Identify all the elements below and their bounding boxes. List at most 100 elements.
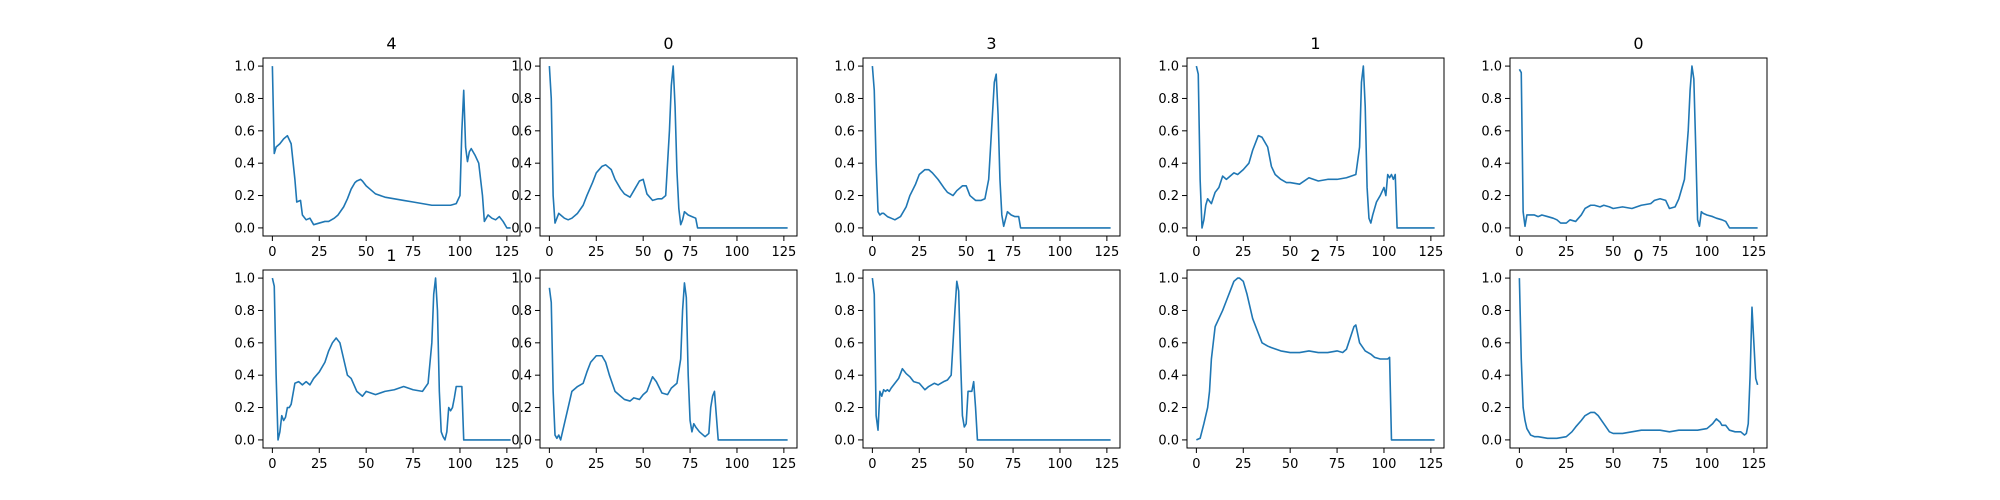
y-tick-label: 0.2: [1481, 189, 1502, 204]
y-tick-label: 0.6: [834, 336, 855, 351]
y-tick-label: 0.4: [1158, 157, 1179, 172]
y-tick-label: 0.6: [511, 124, 532, 139]
series-line: [1518, 278, 1759, 440]
y-tick-label: 0.6: [234, 124, 255, 139]
x-tick-label: 0: [1515, 245, 1523, 260]
x-tick-label: 100: [725, 245, 750, 260]
y-tick-label: 0.4: [234, 369, 255, 384]
x-tick-label: 100: [1048, 457, 1073, 472]
y-tick-label: 0.0: [1158, 221, 1179, 236]
x-tick-label: 50: [1605, 245, 1622, 260]
x-tick-label: 125: [771, 457, 796, 472]
x-tick-label: 75: [1005, 245, 1022, 260]
y-tick-label: 0.4: [234, 157, 255, 172]
x-tick-label: 0: [268, 245, 276, 260]
axes-frame: [1509, 57, 1768, 237]
y-tick-label: 0.8: [1481, 304, 1502, 319]
y-tick-label: 0.0: [511, 433, 532, 448]
subplot-6: 1 0.0 0.2 0.4 0.6 0.8 1.0 0 25 50 75 100 125: [234, 246, 521, 472]
y-tick-label: 0.0: [234, 221, 255, 236]
y-tick-label: 0.6: [834, 124, 855, 139]
y-tick-label: 0.8: [511, 92, 532, 107]
y-tick-label: 0.0: [834, 433, 855, 448]
x-tick-label: 25: [311, 245, 328, 260]
x-tick-label: 25: [1235, 457, 1252, 472]
x-tick-label: 50: [635, 245, 652, 260]
y-tick-label: 0.6: [1481, 124, 1502, 139]
x-tick-label: 100: [725, 457, 750, 472]
subplot-title: 0: [663, 246, 673, 265]
x-tick-label: 75: [682, 245, 699, 260]
x-tick-label: 25: [588, 457, 605, 472]
x-tick-label: 100: [448, 245, 473, 260]
y-tick-label: 1.0: [1158, 272, 1179, 287]
x-tick-label: 0: [545, 457, 553, 472]
axes-frame: [1186, 57, 1445, 237]
axes-frame: [262, 269, 521, 449]
x-tick-label: 0: [268, 457, 276, 472]
x-tick-label: 125: [494, 457, 519, 472]
subplot-title: 0: [1633, 246, 1643, 265]
subplot-9: 2 0.0 0.2 0.4 0.6 0.8 1.0 0 25 50 75 100 125: [1158, 246, 1445, 472]
x-tick-label: 0: [545, 245, 553, 260]
y-tick-label: 0.4: [1481, 369, 1502, 384]
x-tick-label: 50: [958, 457, 975, 472]
x-tick-label: 0: [1515, 457, 1523, 472]
y-tick-label: 1.0: [834, 272, 855, 287]
x-tick-label: 25: [588, 245, 605, 260]
x-tick-label: 125: [1741, 245, 1766, 260]
y-tick-label: 0.4: [834, 157, 855, 172]
subplot-title: 2: [1310, 246, 1320, 265]
x-tick-label: 125: [1094, 457, 1119, 472]
x-tick-label: 50: [1282, 457, 1299, 472]
y-tick-label: 0.6: [1481, 336, 1502, 351]
x-tick-label: 75: [1329, 245, 1346, 260]
series-line: [548, 282, 788, 441]
y-tick-label: 0.8: [1481, 92, 1502, 107]
x-tick-label: 125: [1741, 457, 1766, 472]
y-tick-label: 0.6: [511, 336, 532, 351]
subplot-4: 1 0.0 0.2 0.4 0.6 0.8 1.0 0 25 50 75 100 125: [1158, 34, 1445, 260]
x-tick-label: 25: [1235, 245, 1252, 260]
series-line: [271, 277, 511, 441]
x-tick-label: 25: [311, 457, 328, 472]
y-tick-label: 0.2: [1158, 401, 1179, 416]
subplot-2: 0 0.0 0.2 0.4 0.6 0.8 1.0 0 25 50 75 100 125: [511, 34, 798, 260]
x-tick-label: 25: [911, 245, 928, 260]
y-tick-label: 0.4: [1158, 369, 1179, 384]
y-tick-label: 1.0: [234, 272, 255, 287]
y-tick-label: 0.6: [1158, 336, 1179, 351]
subplot-10: 0 0.0 0.2 0.4 0.6 0.8 1.0 0 25 50 75 100 125: [1481, 246, 1768, 472]
y-tick-label: 0.8: [511, 304, 532, 319]
x-tick-label: 75: [1005, 457, 1022, 472]
y-tick-label: 0.2: [834, 401, 855, 416]
x-tick-label: 125: [494, 245, 519, 260]
axes-frame: [539, 269, 798, 449]
y-tick-label: 0.0: [1158, 433, 1179, 448]
y-tick-label: 0.0: [1481, 221, 1502, 236]
subplot-7: 0 0.0 0.2 0.4 0.6 0.8 1.0 0 25 50 75 100 125: [511, 246, 798, 472]
x-tick-label: 25: [1558, 245, 1575, 260]
x-tick-label: 75: [1652, 457, 1669, 472]
x-tick-label: 75: [1652, 245, 1669, 260]
y-tick-label: 0.2: [511, 189, 532, 204]
y-tick-label: 0.2: [1158, 189, 1179, 204]
y-tick-label: 0.2: [234, 189, 255, 204]
y-tick-label: 1.0: [511, 272, 532, 287]
y-tick-label: 1.0: [511, 60, 532, 75]
x-tick-label: 50: [1282, 245, 1299, 260]
x-tick-label: 0: [1192, 245, 1200, 260]
subplot-1: 4 0.0 0.2 0.4 0.6 0.8 1.0 0 25 50 75 100 125: [234, 34, 521, 260]
x-tick-label: 100: [448, 457, 473, 472]
subplot-8: 1 0.0 0.2 0.4 0.6 0.8 1.0 0 25 50 75 100 125: [834, 246, 1121, 472]
x-tick-label: 125: [771, 245, 796, 260]
x-tick-label: 100: [1372, 245, 1397, 260]
x-tick-label: 125: [1094, 245, 1119, 260]
subplot-title: 4: [386, 34, 396, 53]
axes-frame: [862, 269, 1121, 449]
y-tick-label: 1.0: [1481, 60, 1502, 75]
x-tick-label: 50: [358, 245, 375, 260]
x-tick-label: 50: [358, 457, 375, 472]
